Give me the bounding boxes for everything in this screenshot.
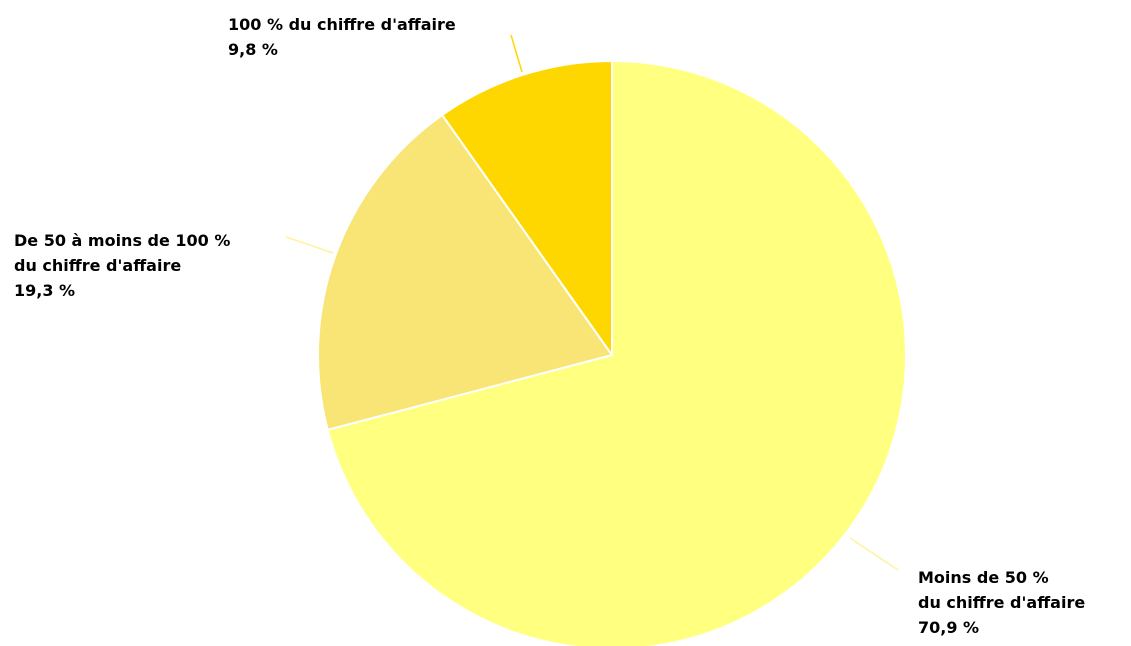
leader-line-2 [510,34,523,73]
leader-line-1 [285,236,334,254]
pie-slice-0 [326,60,907,646]
slice-category-label-1: du chiffre d'affaire [14,256,181,275]
slice-label-2: 100 % du chiffre d'affaire 9,8 % [228,15,456,59]
slice-label-1: De 50 à moins de 100 % du chiffre d'affai… [14,231,230,300]
slice-category-label-2: 100 % du chiffre d'affaire [228,15,456,34]
slice-value-label-1: 19,3 % [14,281,75,300]
slice-value-label-2: 9,8 % [228,40,278,59]
slice-category-label-1: De 50 à moins de 100 % [14,231,230,250]
slice-label-0: Moins de 50 % du chiffre d'affaire 70,9 % [918,568,1085,637]
slice-value-label-0: 70,9 % [918,618,979,637]
pie-slices [317,60,907,646]
slice-category-label-0: du chiffre d'affaire [918,593,1085,612]
slice-labels: Moins de 50 % du chiffre d'affaire 70,9 % D… [14,15,1085,637]
leader-lines [285,34,899,571]
pie-slice-1 [317,114,613,431]
slice-category-label-0: Moins de 50 % [918,568,1049,587]
pie-slice-2 [441,60,613,356]
leader-line-0 [849,537,899,571]
